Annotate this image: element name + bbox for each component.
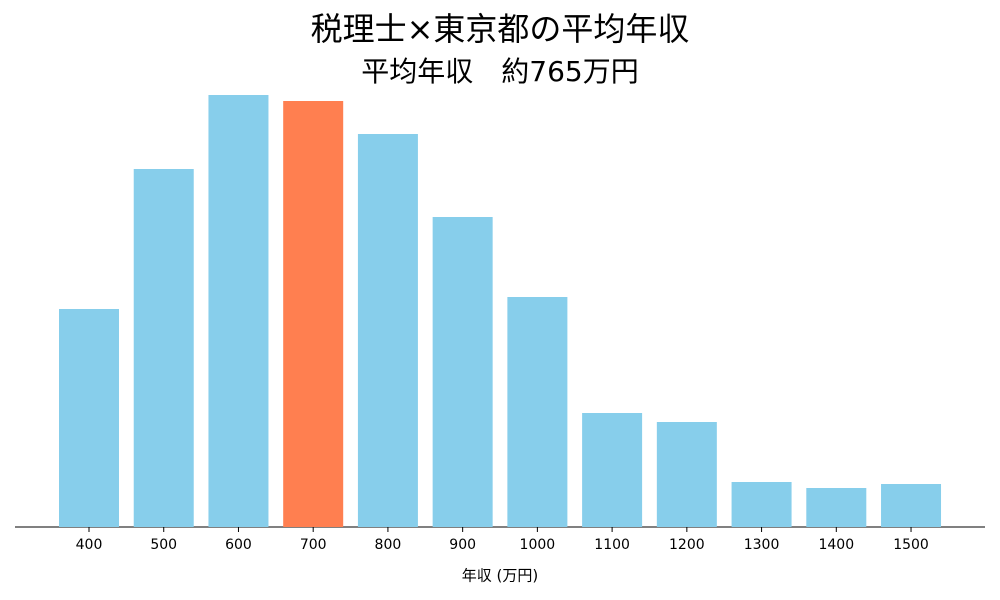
x-tick-label: 1300 — [744, 537, 780, 553]
bar — [357, 134, 418, 527]
bar — [806, 488, 867, 527]
x-tick-label: 600 — [225, 537, 252, 553]
x-tick-label: 1100 — [594, 537, 630, 553]
bar — [881, 484, 942, 527]
bar — [432, 217, 493, 527]
bar — [507, 297, 568, 527]
bar — [582, 413, 643, 527]
x-tick-label: 400 — [76, 537, 103, 553]
bar — [731, 482, 792, 527]
x-tick-label: 1400 — [818, 537, 854, 553]
bar — [59, 309, 119, 527]
x-tick-label: 500 — [150, 537, 177, 553]
x-tick-label: 1000 — [520, 537, 556, 553]
x-tick-label: 1200 — [669, 537, 705, 553]
x-tick-label: 700 — [300, 537, 327, 553]
x-tick-label: 800 — [375, 537, 402, 553]
chart-subtitle: 平均年収 約765万円 — [361, 55, 638, 88]
x-tick-label: 1500 — [893, 537, 929, 553]
bar — [283, 101, 344, 527]
chart-title: 税理士×東京都の平均年収 — [311, 10, 690, 48]
x-tick-label: 900 — [449, 537, 476, 553]
bar — [656, 422, 717, 527]
bar — [208, 95, 269, 527]
bar — [133, 169, 194, 527]
x-axis-label: 年収 (万円) — [462, 567, 538, 585]
